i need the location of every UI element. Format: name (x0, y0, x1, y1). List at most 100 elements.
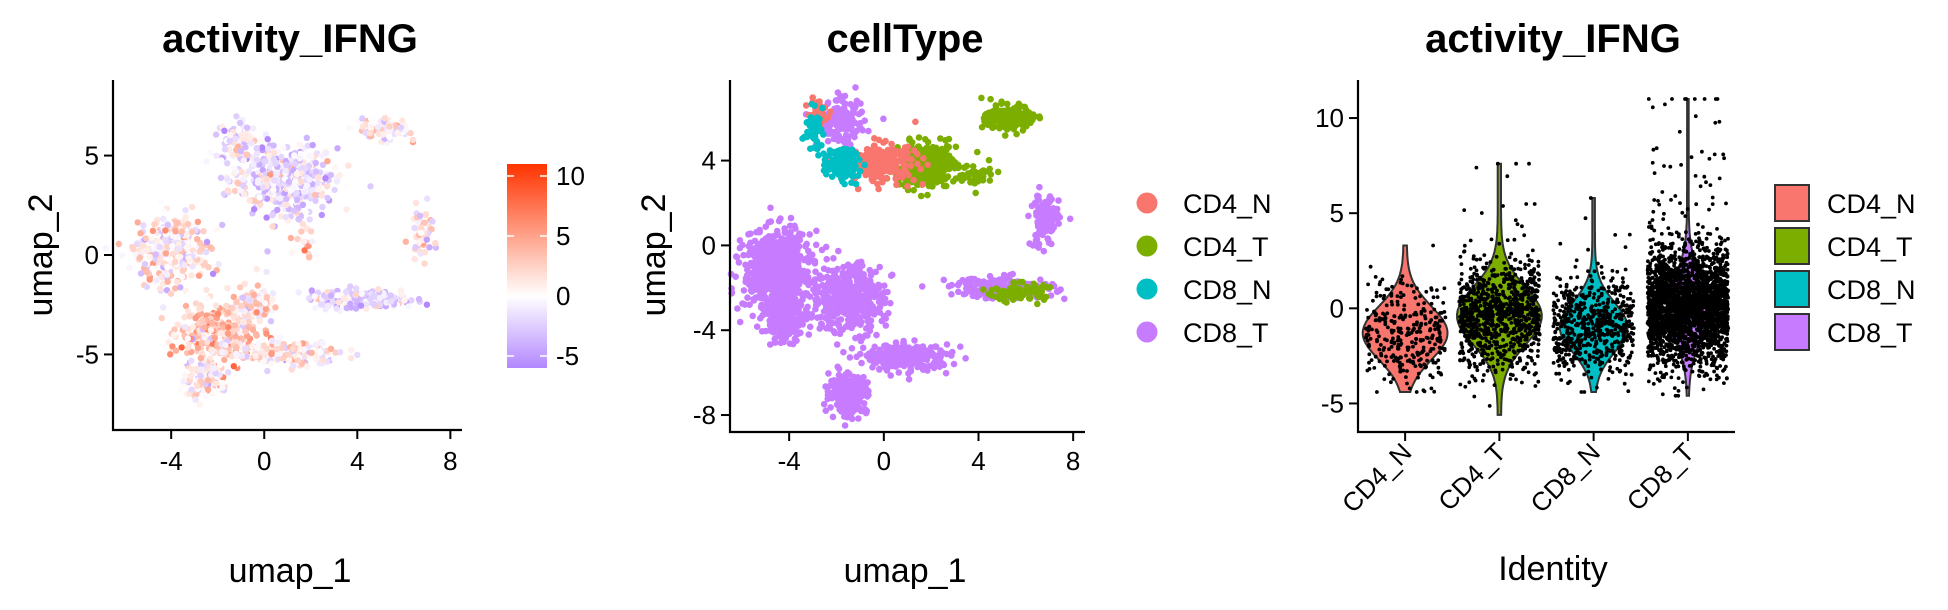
cell-point (313, 251, 320, 259)
cell-point-cd8_t (744, 294, 751, 302)
cell-point (237, 147, 245, 155)
cell-point-cd8_t (770, 329, 777, 336)
cell-point (164, 278, 171, 285)
cell-point-cd8_t (1040, 247, 1048, 255)
cell-point (196, 305, 203, 313)
cell-point (239, 318, 247, 326)
cell-point-cd8_t (767, 204, 774, 212)
cell-point-cd4_t (969, 163, 977, 170)
feature-plot-points (102, 111, 440, 408)
cell-point-cd8_t (1055, 287, 1062, 295)
cell-point (115, 240, 123, 248)
cell-point-cd4_t (1019, 278, 1026, 286)
cell-point (229, 305, 236, 312)
cell-point-cd4_t (1034, 300, 1041, 308)
cell-point-cd8_t (930, 364, 938, 372)
cell-point-cd8_t (765, 233, 773, 240)
cell-point-cd8_t (805, 281, 812, 289)
cell-point-cd8_t (783, 229, 791, 237)
cell-point (303, 134, 310, 141)
cell-point (329, 298, 336, 306)
cell-point (331, 186, 338, 194)
cell-point-cd8_t (869, 355, 876, 363)
cell-point (261, 300, 269, 307)
cell-point (353, 285, 360, 292)
cell-point-cd8_t (1037, 226, 1045, 234)
cell-point (203, 286, 210, 294)
cell-point (232, 168, 240, 175)
cell-point-cd8_t (747, 239, 754, 247)
cell-point (267, 318, 275, 325)
cell-point-cd4_t (964, 170, 972, 177)
cell-point-cd8_t (830, 389, 837, 396)
cell-point-cd4_t (1003, 299, 1010, 306)
cell-point-cd8_t (804, 268, 811, 276)
cell-point-cd8_t (832, 378, 839, 386)
cell-point-cd4_t (933, 166, 940, 173)
cell-point (188, 203, 196, 211)
cell-point (272, 160, 279, 167)
cell-point (192, 396, 199, 403)
cell-point-cd8_t (1061, 295, 1068, 303)
cell-point (411, 255, 418, 263)
cell-point-cd8_t (774, 269, 781, 277)
cell-point (318, 192, 325, 199)
cell-point (223, 175, 231, 182)
cell-point (260, 184, 267, 191)
cell-point-cd8_t (802, 290, 809, 297)
cell-point (164, 263, 171, 271)
cell-point (212, 131, 220, 138)
cell-point (134, 219, 141, 226)
cell-point-cd8_t (855, 415, 862, 422)
cell-point-cd8_t (739, 241, 746, 249)
cell-point (233, 350, 240, 357)
cell-point-cd8_t (797, 329, 804, 337)
cell-point-cd8_t (1042, 203, 1049, 211)
cell-point (160, 208, 168, 215)
cell-point (312, 341, 319, 348)
cell-point-cd8_t (839, 117, 846, 124)
cell-point (327, 171, 335, 179)
cell-point (282, 213, 289, 221)
cell-point (222, 342, 229, 349)
cell-point-cd8_t (833, 341, 841, 348)
cell-point-cd8_t (813, 227, 820, 235)
cell-point (263, 293, 271, 301)
cell-point (358, 290, 365, 297)
cell-point (167, 290, 175, 297)
cell-point-cd8_t (831, 290, 839, 298)
feature-plot-x-ticks: -4 0 4 8 (160, 430, 458, 476)
cell-point (213, 388, 220, 395)
cell-point-cd8_t (766, 341, 774, 348)
cell-point (162, 238, 169, 245)
cell-point (237, 187, 244, 194)
cell-point-cd8_t (828, 119, 835, 127)
cell-point-cd8_t (802, 242, 809, 249)
cell-point (232, 135, 239, 142)
cell-point (269, 290, 277, 297)
cell-point-cd8_t (837, 283, 844, 290)
cell-point-cd4_t (928, 150, 935, 157)
cell-point (170, 250, 177, 257)
cell-point (343, 288, 350, 296)
cell-point-cd8_t (784, 279, 792, 287)
cell-point-cd8_t (756, 228, 763, 236)
cell-point-cd8_t (1044, 235, 1051, 242)
cell-point (368, 115, 375, 123)
cell-point (126, 264, 133, 271)
cell-point-cd8_t (842, 131, 850, 139)
cell-point (327, 292, 335, 299)
cell-point (231, 187, 239, 195)
cell-point (254, 149, 261, 157)
cell-point (252, 217, 259, 224)
cell-point (212, 380, 220, 387)
cell-point-cd8_t (921, 350, 928, 358)
cell-point-cd8_t (835, 247, 842, 255)
cell-point-cd8_t (797, 301, 805, 309)
cell-point (370, 292, 377, 299)
cell-point (386, 123, 393, 130)
cell-point (185, 255, 193, 262)
cell-point-cd8_t (971, 275, 978, 283)
cell-point (141, 260, 149, 268)
cell-point (217, 174, 225, 182)
